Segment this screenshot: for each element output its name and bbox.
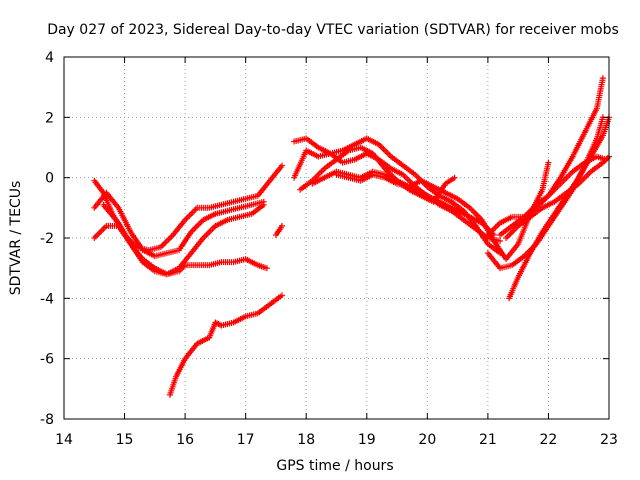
y-tick-label: 0 [45,171,54,187]
y-tick-label: -6 [40,352,54,368]
series-markers [100,201,270,278]
y-tick-label: -2 [40,231,54,247]
x-tick-label: 22 [540,432,558,448]
series-arc-o [506,114,612,302]
series-markers [91,189,267,260]
series-markers [167,292,285,398]
series-arc-n [497,153,609,238]
series-markers [506,114,612,302]
series-markers [497,153,609,238]
y-tick-label: -4 [40,291,54,307]
x-tick-label: 17 [237,432,255,448]
series-markers [484,114,606,272]
y-tick-label: -8 [40,412,54,428]
x-tick-label: 18 [297,432,315,448]
series-markers [333,159,552,263]
x-axis-label: GPS time / hours [276,458,393,474]
series-arc-d [100,201,270,278]
series-arc-p [503,153,612,241]
series-markers [91,201,267,278]
x-tick-label: 21 [479,432,497,448]
y-tick-label: 4 [45,50,54,66]
x-tick-label: 19 [358,432,376,448]
axis-ticks: 14 15 16 17 18 19 20 21 22 23 -8 -6 -4 -2 0 2 4 [40,50,618,448]
series-markers [272,222,285,238]
y-tick-label: 2 [45,110,54,126]
grid-lines [64,57,609,419]
x-tick-label: 16 [176,432,194,448]
y-axis-label: SDTVAR / TECUs [8,181,24,296]
x-tick-label: 20 [418,432,436,448]
series-arc-f [272,222,285,238]
data-points [91,75,612,398]
series-arc-e [167,292,285,398]
series-arc-b [91,189,267,260]
series-arc-k [333,159,552,263]
series-markers [503,153,612,241]
x-tick-label: 14 [55,432,73,448]
series-arc-j [309,168,497,238]
series-arc-c [91,201,267,278]
x-tick-label: 23 [600,432,618,448]
x-tick-label: 15 [116,432,134,448]
series-markers [309,168,497,238]
chart-title: Day 027 of 2023, Sidereal Day-to-day VTE… [47,22,619,38]
series-arc-l [484,114,606,272]
